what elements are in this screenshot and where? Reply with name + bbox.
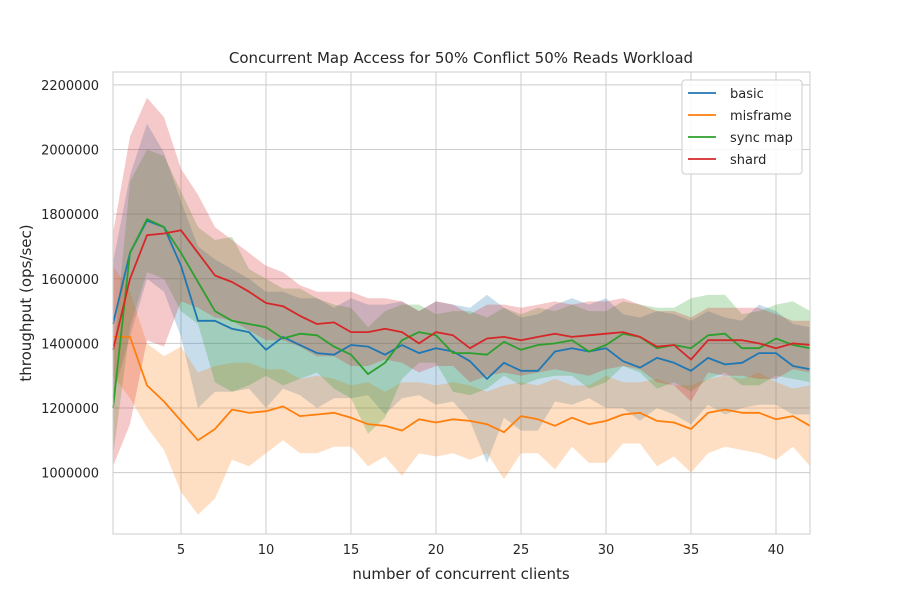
y-tick-label: 1200000	[41, 402, 99, 417]
legend-label-basic: basic	[730, 87, 764, 102]
band-basic	[113, 123, 810, 463]
legend-label-misframe: misframe	[730, 109, 792, 124]
band-shard	[113, 97, 810, 467]
line-shard	[112, 229, 811, 361]
series-lines	[112, 218, 811, 442]
line-misframe	[113, 335, 811, 442]
y-axis-label: throughput (ops/sec)	[17, 224, 35, 381]
line-basic	[112, 219, 811, 380]
tick-labels: 5 10 15 20 25 30 35 40 1000000 1200000 1400000 1600…	[41, 79, 784, 558]
y-tick-label: 2000000	[41, 144, 99, 159]
legend-box	[681, 79, 803, 175]
legend-label-shard: shard	[730, 153, 766, 168]
y-tick-label: 1400000	[41, 337, 99, 352]
y-tick-label: 1800000	[41, 208, 99, 223]
x-tick-label: 30	[598, 543, 615, 558]
x-tick-label: 10	[258, 543, 275, 558]
x-tick-label: 40	[768, 543, 785, 558]
x-tick-label: 20	[428, 543, 445, 558]
chart-title: Concurrent Map Access for 50% Conflict 5…	[229, 49, 693, 67]
confidence-bands	[113, 97, 810, 515]
line-sync-map	[112, 218, 811, 409]
y-tick-label: 1000000	[41, 467, 99, 482]
band-sync-map	[113, 149, 810, 457]
x-tick-label: 35	[683, 543, 700, 558]
legend-label-sync-map: sync map	[730, 131, 793, 146]
y-tick-label: 1600000	[41, 273, 99, 288]
plot-frame	[112, 71, 811, 535]
legend: basic misframe sync map shard	[681, 79, 803, 175]
x-tick-label: 15	[343, 543, 360, 558]
x-axis-label: number of concurrent clients	[352, 565, 570, 583]
x-tick-label: 25	[513, 543, 530, 558]
x-tick-label: 5	[177, 543, 185, 558]
band-misframe	[113, 265, 810, 515]
y-tick-label: 2200000	[41, 79, 99, 94]
